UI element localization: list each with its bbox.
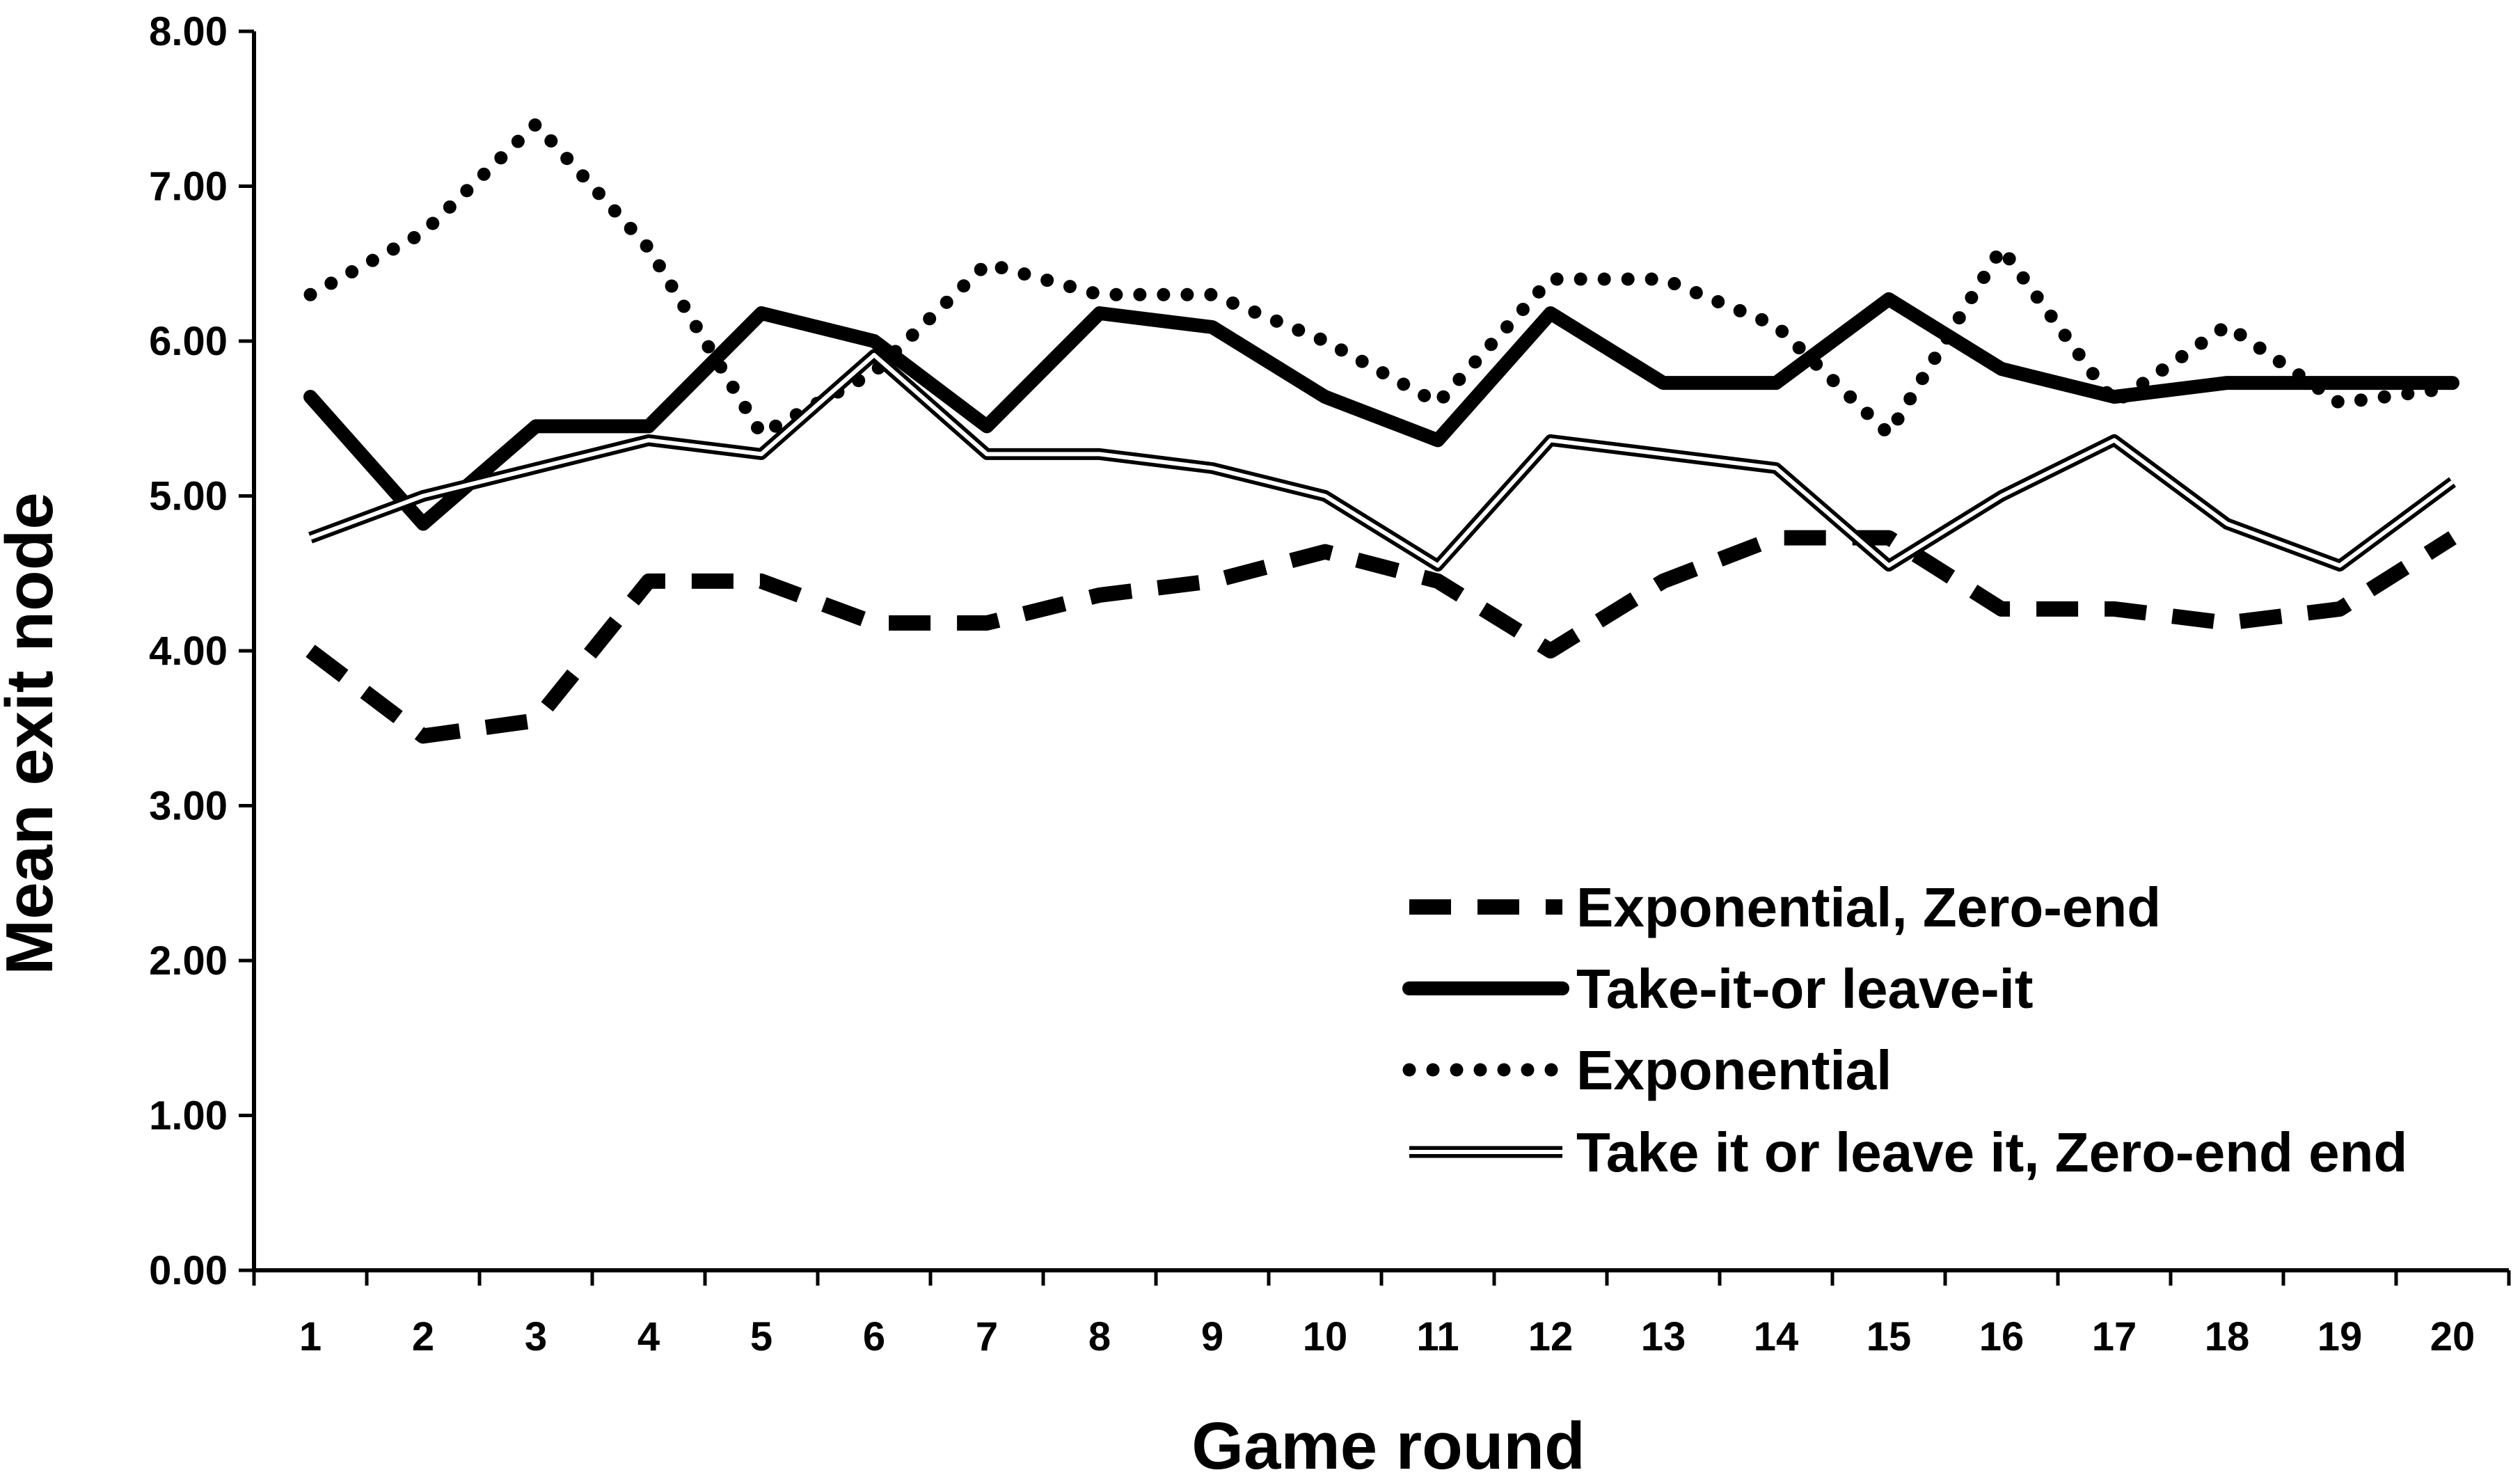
y-tick-label: 5.00	[149, 474, 228, 519]
series-4	[308, 349, 2457, 572]
x-tick-label: 9	[1201, 1314, 1223, 1359]
y-tick-label: 1.00	[149, 1094, 228, 1139]
legend: Exponential, Zero-end Take-it-or leave-it…	[1402, 876, 2407, 1183]
y-tick-label: 8.00	[149, 9, 228, 54]
x-tick-label: 14	[1754, 1314, 1799, 1359]
x-tick-label: 5	[750, 1314, 772, 1359]
series-line-outer	[308, 349, 2457, 572]
series-2	[303, 292, 2459, 531]
series-line	[306, 530, 2457, 744]
y-tick-label: 0.00	[149, 1248, 228, 1293]
legend-item: Exponential	[1402, 1039, 1892, 1101]
x-tick-label: 16	[1979, 1314, 2024, 1359]
series-1	[306, 530, 2457, 744]
y-tick-label: 7.00	[149, 164, 228, 210]
x-tick-label: 3	[525, 1314, 547, 1359]
legend-label: Take-it-or leave-it	[1576, 958, 2033, 1020]
x-tick-label: 1	[299, 1314, 322, 1359]
x-tick-label: 4	[637, 1314, 660, 1359]
y-tick-label: 3.00	[149, 784, 228, 829]
legend-item: Take it or leave it, Zero-end end	[1409, 1121, 2407, 1183]
y-tick-label: 4.00	[149, 629, 228, 674]
series-line	[303, 118, 2459, 441]
legend-label: Exponential	[1576, 1039, 1892, 1101]
series-line-inner	[309, 353, 2454, 568]
y-tick-label: 6.00	[149, 319, 228, 364]
x-tick-label: 12	[1528, 1314, 1574, 1359]
x-tick-label: 11	[1416, 1314, 1459, 1359]
x-axis-title: Game round	[1191, 1409, 1585, 1483]
x-tick-label: 7	[976, 1314, 998, 1359]
x-tick-label: 10	[1303, 1314, 1348, 1359]
x-tick-label: 18	[2205, 1314, 2250, 1359]
y-tick-label: 2.00	[149, 938, 228, 984]
x-tick-label: 13	[1641, 1314, 1686, 1359]
legend-label: Take it or leave it, Zero-end end	[1576, 1121, 2407, 1183]
y-axis-title: Mean exit node	[0, 492, 67, 974]
x-tick-label: 19	[2317, 1314, 2363, 1359]
legend-item: Exponential, Zero-end	[1409, 876, 2161, 938]
x-tick-label: 20	[2430, 1314, 2475, 1359]
axes: 0.001.002.003.004.005.006.007.008.001 2 3 4…	[149, 9, 2511, 1359]
series-line	[303, 292, 2459, 531]
series-layer	[303, 118, 2459, 744]
legend-label: Exponential, Zero-end	[1576, 876, 2161, 938]
x-tick-label: 2	[412, 1314, 434, 1359]
x-tick-label: 8	[1088, 1314, 1111, 1359]
legend-item: Take-it-or leave-it	[1402, 958, 2033, 1020]
x-tick-label: 15	[1867, 1314, 1912, 1359]
x-tick-label: 6	[863, 1314, 885, 1359]
series-3	[303, 118, 2459, 441]
x-tick-label: 17	[2092, 1314, 2137, 1359]
